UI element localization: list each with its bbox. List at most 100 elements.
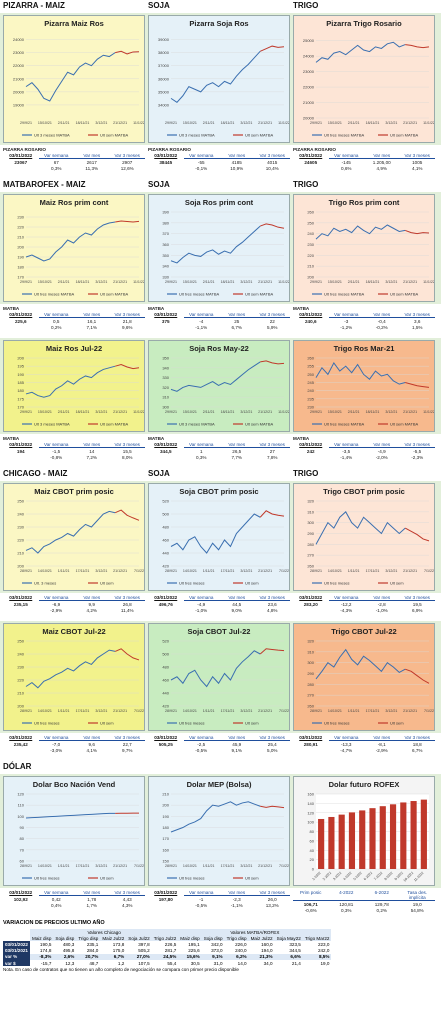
stats-header: Var mes	[74, 890, 110, 896]
y-tick-label: 170	[162, 836, 169, 841]
y-tick-label: 230	[307, 405, 314, 410]
stats-value: 2907	[122, 160, 133, 165]
stats-header: 4-2022	[328, 890, 364, 901]
y-tick-label: 80	[310, 829, 315, 834]
stats-change: 4,9%	[376, 166, 387, 171]
legend-label: Ult sem	[100, 721, 114, 726]
x-tick-label: 11/1/22	[278, 280, 289, 284]
y-tick-label: 23000	[13, 50, 25, 55]
stats-spacer	[148, 166, 184, 171]
chart-panel: Trigo CBOT prim posic 260 270 280 290 300 310 3…	[293, 483, 435, 591]
stats-change: 5,9%	[267, 325, 278, 330]
stats-value: 26,5	[232, 449, 242, 454]
cell: 14,0	[237, 960, 247, 966]
cell: 15,6%	[178, 953, 202, 960]
stats-header: 03/01/2022	[154, 595, 178, 600]
x-tick-label: 21/12/21	[113, 569, 127, 573]
x-tick-label: 7/1/22	[279, 864, 289, 868]
chart-panel: Soja Ros May-22 300 310 320 330 340 350 29/9/21…	[148, 340, 290, 432]
section-header: SOJA	[148, 180, 170, 189]
x-tick-label: 15/10/21	[183, 121, 197, 125]
x-tick-label: 14/10/21	[38, 569, 52, 573]
y-tick-label: 160	[307, 792, 314, 797]
chart-title: Trigo Ros Mar-21	[334, 344, 395, 353]
stats-value: 283,20	[303, 602, 318, 607]
x-tick-label: 18/11/21	[366, 280, 380, 284]
series-line	[315, 511, 406, 545]
stats-header: Var mes	[74, 595, 110, 601]
x-tick-label: 28/9/21	[165, 864, 177, 868]
stats-change: -0,1%	[195, 166, 208, 171]
x-tick-label: 21/12/21	[258, 569, 272, 573]
x-tick-label: 11/1/22	[133, 280, 144, 284]
x-tick-label: 17/11/21	[366, 569, 380, 573]
stats-block: MATBA 03/01/2022 Var semana Var mes Var 3 me…	[3, 436, 145, 460]
y-tick-label: 180	[17, 265, 24, 270]
y-tick-label: 38000	[158, 50, 170, 55]
chart: Pizarra Soja Ros 34000 35000 36000 37000 3800…	[158, 19, 289, 138]
stats-change: 10,4%	[265, 166, 279, 171]
stats-spacer	[293, 325, 329, 330]
stats-header: Var semana	[38, 595, 74, 601]
stats-change: -2,9%	[50, 608, 63, 613]
stats-header: Var 3 meses	[254, 153, 290, 159]
series-line	[260, 223, 285, 229]
stats-grid: Prim posic 4-2022 6-2022 Tasa des. implícit…	[293, 890, 435, 913]
series-line	[25, 510, 116, 554]
stats-spacer	[3, 748, 39, 753]
stats-value: 9,6	[88, 742, 95, 747]
row-label: var %	[3, 953, 30, 960]
chart: Trigo CBOT prim posic 260 270 280 290 300 310 3…	[307, 487, 434, 586]
summary-note: Nota. En caso de contratos que no tienen…	[3, 967, 239, 973]
stats-value: 21,8	[122, 319, 132, 324]
column-row: Maiz disp Soja disp Trigo disp Maiz Jul22 So…	[3, 935, 332, 942]
stats-grid: 03/01/2022 Var semana Var mes Var 3 meses 19…	[148, 890, 290, 908]
stats-value: 1.205,00	[372, 160, 391, 165]
cell: 397,8	[138, 941, 150, 947]
x-tick-label: 29/9/21	[310, 121, 322, 125]
stats-value: -1,5	[52, 449, 61, 454]
cell: 226,0	[235, 941, 247, 947]
column-header: Soja Jul22	[126, 935, 152, 942]
section-header: PIZARRA - MAIZ	[3, 1, 65, 10]
x-tick-label: 11/1/22	[133, 121, 144, 125]
x-tick-label: 4-2022	[342, 871, 352, 881]
stats-change: 0,3%	[51, 166, 62, 171]
summary-title: VARIACION DE PRECIOS ULTIMO AÑO	[3, 920, 105, 926]
x-tick-label: 18/11/21	[221, 280, 235, 284]
bar	[410, 801, 417, 869]
stats-grid: 03/01/2022 Var semana Var mes Var 3 meses 23…	[3, 595, 145, 613]
y-tick-label: 37000	[158, 63, 170, 68]
stats-change: -1,1%	[230, 903, 243, 908]
bar	[359, 810, 366, 869]
stats-spacer	[293, 166, 329, 171]
x-tick-label: 11/1/22	[278, 121, 289, 125]
stats-change: -3,0%	[50, 748, 63, 753]
stats-block: 03/01/2022 Var semana Var mes Var 3 meses 50…	[148, 735, 290, 753]
stats-block: MATBA 03/01/2022 Var semana Var mes Var 3 me…	[293, 436, 435, 460]
x-tick-label: 17/11/21	[76, 864, 90, 868]
y-tick-label: 21000	[13, 76, 25, 81]
y-tick-label: 175	[17, 396, 24, 401]
x-tick-label: 14/10/21	[183, 569, 197, 573]
y-tick-label: 160	[162, 847, 169, 852]
stats-label: MATBA	[148, 436, 165, 441]
x-tick-label: 14/10/21	[183, 709, 197, 713]
series-line	[315, 41, 406, 63]
stats-value: 225,6	[15, 319, 27, 324]
x-tick-label: 1/11/21	[58, 569, 70, 573]
stats-value: 9,9	[88, 602, 95, 607]
series-line	[115, 509, 140, 521]
x-tick-label: 3/12/21	[240, 864, 252, 868]
bar	[328, 816, 335, 869]
legend-label: Ult sem MATBA	[100, 422, 128, 427]
stats-value: 240,6	[305, 319, 317, 324]
chart-title: Dolar MEP (Bolsa)	[187, 780, 252, 789]
column-header: Maiz Jul22	[100, 935, 127, 942]
series-line	[115, 50, 140, 55]
y-tick-label: 520	[162, 499, 169, 504]
cell: 495,8	[62, 948, 75, 954]
x-tick-label: 14/10/21	[38, 864, 52, 868]
x-tick-label: 17/11/21	[221, 709, 235, 713]
legend-label: Ult sem MATBA	[100, 292, 128, 297]
